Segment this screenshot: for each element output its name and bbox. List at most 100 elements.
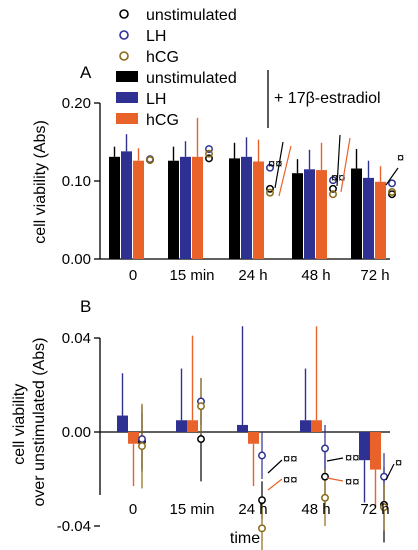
panel-a-bar-hcg-72-h [375,181,386,259]
panel-a-y-tick-label-0: 0.00 [62,251,91,268]
panel-a-point-hcg-24-h [266,188,274,197]
legend-marker-hcg-circle [119,51,129,61]
panel-b-y-axis-title-line-2: over unstimulated (Abs) [31,338,48,507]
panel-a-bar-hcg-15-min [192,156,203,259]
legend-circle-lh: LH [119,28,166,45]
panel-b-x-ticks: 0 15 min 24 h 48 h 72 h [129,501,390,518]
panel-b-point-hcg-15-min [197,402,205,411]
panel-a-significance-mark-72-h: ¤ [397,150,404,165]
panel-a-bar-unstimulated-15-min [168,160,179,259]
panel-a-point-unstimulated-72-h [388,190,396,199]
panel-a-bar-unstimulated-72-h [351,168,362,259]
panel-a-point-lh-72-h [388,179,396,188]
panel-b-x-tick-label-0: 0 [129,501,137,518]
legend-marker-lh-circle [119,30,129,40]
panel-b-points [138,377,388,550]
panel-a-bar-lh-48-h [304,169,315,259]
legend-label-unstimulated-bar: unstimulated [146,70,237,87]
panel-a-bar-lh-24-h [241,156,252,259]
panel-a-x-tick-label-72-h: 72 h [360,267,389,284]
panel-a-bar-hcg-24-h [253,161,264,259]
panel-b-point-lh-0 [138,435,146,443]
panel-b-bar-hcg-72-h [370,432,381,470]
panel-b-bar-lh-15-min [176,420,187,432]
panel-b-point-unstimulated-24-h [258,496,266,505]
panel-b-significance-mark-72-h-4: ¤ [395,455,402,470]
panel-a-sig-line-48h-a [336,134,341,187]
panel-b-bar-hcg-15-min [187,420,198,432]
panel-a-y-axis-title: cell viability (Abs) [32,120,49,244]
panel-a-x-tick-label-15-min: 15 min [169,267,214,284]
legend-swatch-hcg [116,113,138,124]
panel-a-x-tick-label-48-h: 48 h [301,267,330,284]
panel-b-y-tick-label-0: 0.04 [62,330,91,347]
panel-b-sig-line-24h-a [267,459,283,474]
panel-b-bar-lh-72-h [359,432,370,461]
legend-bar-hcg: hCG [116,112,179,129]
panel-a-y-tick-label-1: 0.10 [62,173,91,190]
panel-b-significance-mark-48-h-2: ¤¤ [345,450,359,465]
panel-b-significance-mark-24-h-0: ¤¤ [283,451,297,466]
legend-label-hcg-circle: hCG [146,49,179,66]
panel-a-bar-lh-15-min [180,156,191,259]
panel-a-point-unstimulated-48-h [329,184,337,193]
panel-b-y-axis-title: cell viability over unstimulated (Abs) [11,338,48,507]
legend-circle-hcg: hCG [119,49,179,66]
panel-a-x-tick-label-0: 0 [129,267,137,284]
panel-b-bar-hcg-0 [128,432,139,444]
panel-a-y-tick-label-2: 0.20 [62,95,91,112]
panel-b-axes [99,338,390,495]
panel-a-points [146,145,396,199]
panel-b-x-tick-label-15-min: 15 min [169,501,214,518]
legend-label-lh-bar: LH [146,91,166,108]
legend-swatch-lh [116,92,138,103]
panel-a-bar-unstimulated-0 [109,156,120,259]
panel-b-significance-mark-48-h-3: ¤¤ [345,474,359,489]
panel-b-x-tick-label-24-h: 24 h [238,501,267,518]
panel-b-sig-line-72h [385,463,395,481]
panel-a-point-lh-24-h [266,163,274,172]
panel-b-y-axis-title-line-1: cell viability [11,384,28,465]
panel-b-bar-hcg-48-h [311,420,322,432]
panel-a-point-lh-48-h [329,176,337,185]
panel-b-y-ticks: 0.04 0.00 -0.04 [57,330,100,535]
panel-a-sig-line-72h [385,167,399,186]
panel-a-bar-unstimulated-48-h [292,173,303,259]
panel-a-sig-line-24h-a [274,141,284,189]
panel-b-point-hcg-0 [138,442,146,451]
panel-a-bar-lh-72-h [363,177,374,259]
panel-a-point-lh-15-min [205,145,213,153]
panel-b-label: B [80,297,91,316]
panel-b-bar-lh-0 [117,415,128,432]
panel-a-point-hcg-0 [146,155,154,164]
panel-b-sig-line-48h-a [326,457,344,462]
panel-b-sig-line-48h-b [326,477,344,482]
legend-label-unstimulated-circle: unstimulated [146,7,237,24]
panel-a-point-hcg-72-h [388,187,396,196]
legend-bar-lh: LH [116,91,166,108]
legend-bars: unstimulated LH hCG + 17β-estradiol [116,70,381,129]
panel-a-significance: ¤¤¤¤¤ [268,134,404,197]
panel-b-x-tick-label-72-h: 72 h [360,501,389,518]
legend-swatch-unstimulated [116,71,138,82]
panel-a-point-hcg-48-h [329,190,337,199]
panel-a-bars [109,117,386,259]
legend-label-hcg-bar: hCG [146,112,179,129]
panel-a-bar-hcg-48-h [316,170,327,259]
panel-a-point-unstimulated-15-min [205,154,213,163]
panel-b-bar-lh-24-h [237,424,248,432]
panel-b-bars [117,326,381,508]
panel-b-point-unstimulated-48-h [321,472,329,481]
panel-b-point-hcg-48-h [321,493,329,502]
panel-b-point-hcg-72-h [380,503,388,512]
panel-b-x-axis-title: time [230,530,260,547]
panel-a-bar-unstimulated-24-h [229,158,240,259]
panel-b-sig-line-24h-b [267,478,283,491]
legend-bar-unstimulated: unstimulated [116,70,237,87]
panel-a-sig-line-48h-b [340,137,351,193]
panel-a-bar-hcg-0 [133,160,144,259]
legend-circle-unstimulated: unstimulated [119,7,237,24]
panel-a-sig-line-24h-b [278,145,292,197]
panel-b-point-lh-24-h [258,451,266,460]
